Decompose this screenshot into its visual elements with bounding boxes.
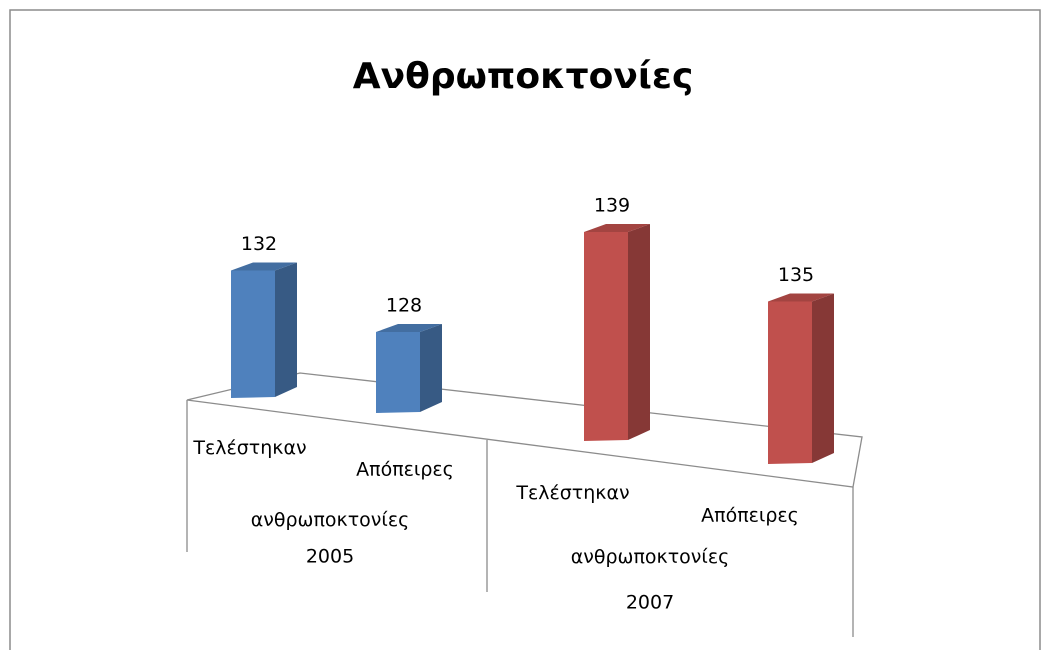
chart-title: Ανθρωποκτονίες [353, 56, 694, 97]
bar-side [628, 224, 650, 440]
bar [231, 270, 275, 398]
bar-side [420, 324, 442, 412]
x-tick-label: Τελέστηκαν ανθρωποκτονίες [192, 437, 409, 531]
bar-top [231, 262, 297, 271]
data-label: 139 [594, 195, 630, 217]
bar [584, 232, 628, 441]
group-label: 2007 [626, 592, 674, 614]
bar [376, 332, 420, 413]
data-label: 135 [778, 264, 814, 286]
bar [768, 301, 812, 464]
bar-top [584, 224, 650, 232]
data-label: 132 [241, 233, 277, 255]
bar-side [812, 293, 834, 463]
x-tick-label: Τελέστηκαν ανθρωποκτονίες [515, 482, 729, 568]
bar-top [376, 324, 442, 332]
chart-frame [9, 9, 1041, 650]
bar-side [275, 262, 297, 397]
x-tick-label: Απόπειρες [356, 459, 454, 481]
bar-top [768, 293, 834, 302]
group-label: 2005 [306, 546, 354, 568]
x-tick-label: Απόπειρες [701, 505, 799, 527]
data-label: 128 [386, 295, 422, 317]
